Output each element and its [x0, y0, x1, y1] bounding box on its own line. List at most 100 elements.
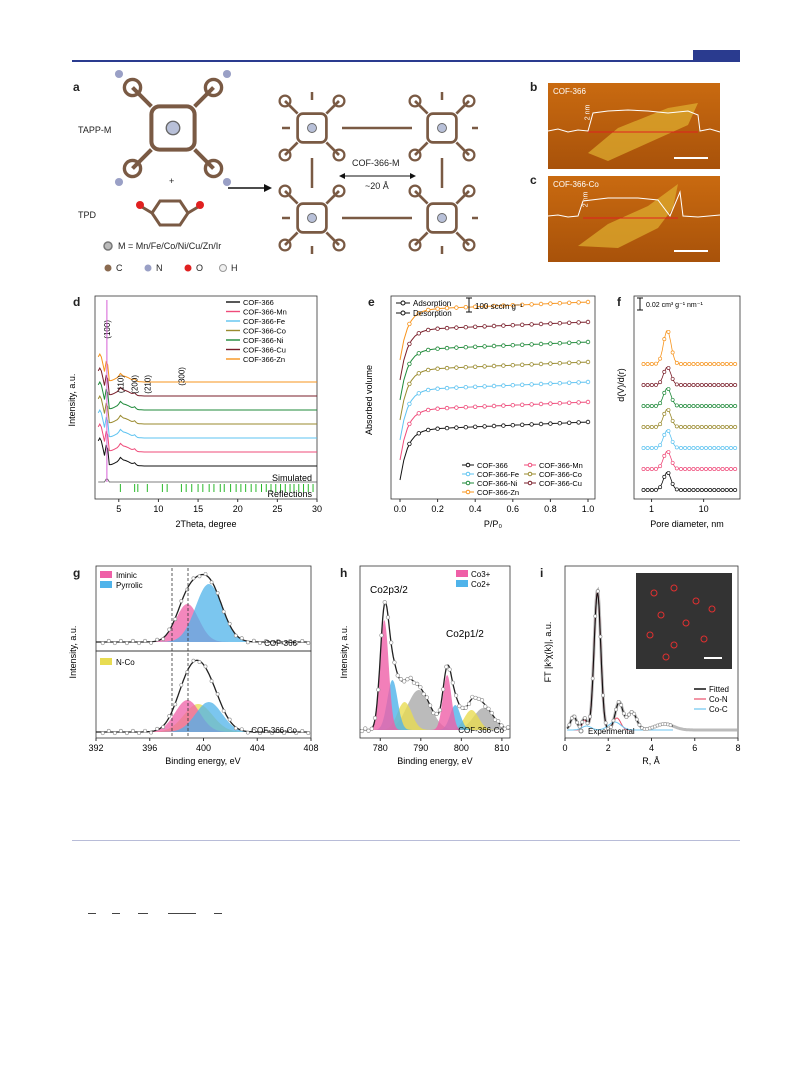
e-series-point	[557, 381, 562, 386]
f-series-point	[649, 467, 654, 471]
chart-h: 780 790 800 810 Co3+ Co2+ Co2p3/2 Co2p1/2 C…	[339, 565, 511, 766]
h-data-point	[415, 681, 420, 686]
panel-label-i: i	[540, 566, 544, 580]
g-data-point	[112, 641, 117, 646]
e-series-point	[435, 366, 440, 371]
e-series-point	[567, 320, 572, 325]
f-series-point	[728, 488, 733, 492]
e-series-point	[416, 311, 421, 316]
f-series-point	[645, 467, 650, 471]
legend-n: N	[156, 263, 163, 273]
f-series-point	[654, 466, 658, 471]
f-series-point	[720, 404, 725, 408]
d-legend-label: COF-366	[243, 298, 274, 307]
f-series-point	[649, 425, 654, 429]
f-series-point	[720, 488, 725, 492]
e-series-point	[454, 345, 459, 350]
f-series-point	[724, 425, 729, 429]
i-xtick-label: 6	[692, 743, 697, 753]
panel-a-structures	[103, 69, 478, 272]
e-series-point	[482, 324, 487, 329]
e-series-point	[548, 301, 553, 306]
i-data-point	[572, 714, 577, 719]
g-data-point	[264, 638, 268, 643]
f-xtick-label: 10	[699, 504, 709, 514]
d-series-line	[97, 366, 317, 397]
f-series-point	[649, 404, 654, 408]
f-series-point	[716, 467, 721, 471]
e-series-point	[567, 360, 572, 365]
fragment-2	[112, 913, 120, 914]
f-series-point	[704, 446, 708, 450]
g-data-point	[282, 731, 287, 735]
e-series-point	[473, 364, 478, 370]
f-series-point	[695, 383, 700, 387]
g-pyrrolic-label: Pyrrolic	[116, 581, 143, 590]
f-series-point	[645, 446, 650, 450]
f-series-point	[716, 488, 721, 492]
f-series-point	[683, 425, 688, 429]
f-series-point	[670, 481, 675, 486]
e-legend-label: COF-366-Zn	[477, 488, 519, 497]
g-data-point	[215, 692, 220, 696]
f-series-point	[679, 488, 683, 492]
f-series-point	[728, 446, 733, 450]
e-series-point	[548, 321, 553, 326]
h-data-point	[376, 687, 381, 692]
h-sample-label: COF-366-Co	[458, 726, 504, 735]
g-data-point	[149, 730, 153, 735]
g-xlabel: Binding energy, eV	[165, 756, 240, 766]
e-series-point	[557, 421, 562, 426]
f-series-point	[662, 369, 667, 374]
i-data-point	[619, 703, 624, 707]
g-data-point	[131, 638, 135, 643]
tapp-m-label: TAPP-M	[78, 125, 112, 135]
e-series-point	[444, 305, 450, 311]
f-series-point	[708, 467, 713, 471]
f-series-point	[666, 329, 671, 334]
f-series-point	[712, 467, 717, 471]
f-series-point	[666, 471, 671, 475]
f-series-point	[670, 439, 675, 444]
g-data-point	[288, 639, 293, 643]
i-data-point	[634, 717, 639, 722]
f-series-point	[708, 425, 713, 429]
h-data-point	[418, 685, 423, 690]
f-series-point	[699, 467, 704, 471]
g-data-point	[191, 658, 196, 663]
f-series-point	[699, 362, 704, 366]
e-series-point	[473, 404, 478, 410]
e-series-point	[454, 305, 459, 310]
f-series-point	[670, 418, 675, 423]
g-data-point	[215, 591, 220, 595]
f-series-point	[658, 380, 663, 385]
f-series-point	[712, 362, 717, 366]
e-series-point	[501, 343, 506, 348]
e-series-point	[538, 301, 544, 307]
e-series-point	[585, 399, 591, 405]
e-series-point	[463, 365, 468, 370]
e-series-point	[454, 325, 459, 330]
g-sample-bottom: COF-366-Co	[251, 726, 297, 735]
g-data-point	[227, 621, 232, 626]
f-series-point	[699, 383, 704, 387]
header-rule	[72, 60, 740, 62]
i-data-point	[627, 712, 631, 717]
header-tab	[693, 50, 740, 62]
g-data-point	[100, 641, 105, 646]
d-reflections-label: Reflections	[267, 489, 312, 499]
e-series-point	[426, 407, 431, 413]
h-data-point	[382, 600, 387, 605]
i-data-point	[588, 714, 592, 719]
h-data-point	[437, 708, 442, 713]
f-series-point	[720, 446, 725, 450]
f-series-point	[712, 488, 717, 492]
f-scale-bar: 0.02 cm³ g⁻¹ nm⁻¹	[646, 302, 703, 309]
e-series-point	[538, 321, 544, 327]
h-peak-label-2: Co2p1/2	[446, 629, 484, 640]
i-xtick-label: 8	[735, 743, 740, 753]
h-co2-label: Co2+	[471, 580, 491, 589]
g-data-point	[306, 641, 311, 645]
g-data-point	[306, 731, 311, 735]
i-xtick-label: 0	[562, 743, 567, 753]
